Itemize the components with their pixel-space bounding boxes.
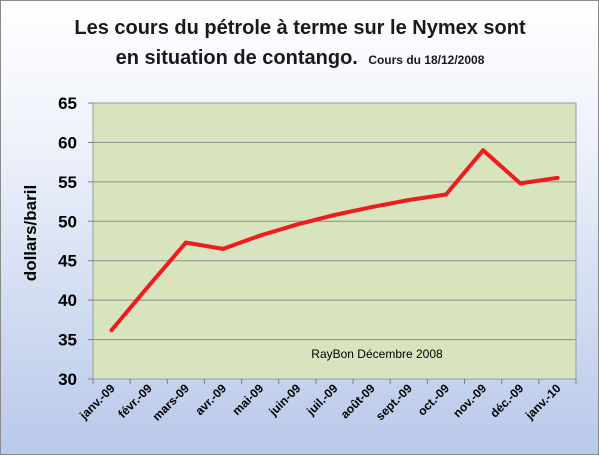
y-tick-label: 50: [58, 212, 77, 231]
data-point: [443, 192, 448, 197]
x-tick-label: juin-09: [266, 381, 304, 419]
data-point: [518, 181, 523, 186]
data-point: [109, 328, 114, 333]
x-tick-label: févr.-09: [115, 381, 155, 421]
data-point: [406, 197, 411, 202]
data-point: [295, 222, 300, 227]
x-tick-label: juil.-09: [303, 381, 341, 419]
x-tick-label: oct.-09: [415, 381, 452, 418]
x-tick-label: mars-09: [150, 381, 193, 424]
y-tick-label: 45: [58, 252, 77, 271]
x-tick-label: déc.-09: [487, 381, 526, 420]
x-tick-label: mai-09: [230, 381, 267, 418]
data-point: [258, 233, 263, 238]
data-point: [183, 240, 188, 245]
chart-subtitle: Cours du 18/12/2008: [368, 53, 484, 67]
y-tick-label: 35: [58, 331, 77, 350]
data-point: [481, 148, 486, 153]
x-tick-label: nov.-09: [450, 381, 489, 420]
y-tick-label: 30: [58, 370, 77, 389]
y-tick-label: 60: [58, 133, 77, 152]
data-point: [146, 283, 151, 288]
x-tick-label: avr.-09: [192, 381, 229, 418]
chart-annotation: RayBon Décembre 2008: [311, 347, 443, 361]
series-group: [109, 148, 560, 333]
x-tick-label: août-09: [338, 381, 378, 421]
data-point: [332, 212, 337, 217]
y-axis-label: dollars/baril: [21, 185, 40, 281]
y-axis-ticks: 30 35 40 45 50 55 60 65: [58, 94, 93, 389]
chart-title-line2: en situation de contango.: [116, 47, 358, 69]
plot-area: [92, 102, 577, 380]
data-point: [369, 205, 374, 210]
x-tick-label: sept.-09: [373, 381, 415, 423]
y-tick-label: 65: [58, 94, 77, 113]
x-tick-label: janv.-10: [522, 381, 564, 423]
x-tick-label: janv.-09: [76, 381, 118, 423]
y-tick-label: 55: [58, 173, 77, 192]
data-point: [555, 175, 560, 180]
data-point: [221, 246, 226, 251]
chart-title-line2-group: en situation de contango. Cours du 18/12…: [116, 47, 485, 69]
gridlines: [93, 141, 576, 341]
chart-title: Les cours du pétrole à terme sur le Nyme…: [74, 17, 526, 39]
y-tick-label: 40: [58, 291, 77, 310]
